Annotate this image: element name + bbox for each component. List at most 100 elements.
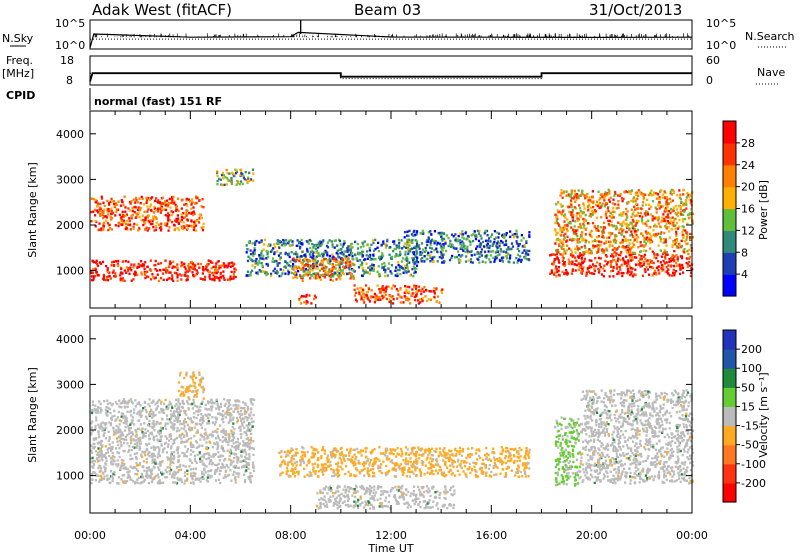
heat-cell bbox=[261, 257, 264, 260]
heat-cell bbox=[419, 289, 423, 292]
heat-cell bbox=[645, 249, 648, 253]
heat-cell bbox=[134, 273, 137, 276]
heat-cell bbox=[302, 260, 306, 263]
heat-cell bbox=[186, 448, 189, 451]
heat-cell bbox=[413, 246, 416, 250]
heat-cell bbox=[626, 268, 630, 271]
heat-cell bbox=[474, 237, 478, 241]
heat-cell bbox=[230, 413, 233, 417]
heat-cell bbox=[385, 244, 388, 247]
heat-cell bbox=[689, 274, 692, 278]
heat-cell bbox=[578, 266, 581, 269]
heat-cell bbox=[635, 233, 638, 237]
heat-cell bbox=[389, 246, 392, 249]
heat-cell bbox=[508, 256, 512, 260]
heat-cell bbox=[187, 263, 190, 266]
heat-cell bbox=[131, 416, 134, 419]
heat-cell bbox=[110, 418, 113, 421]
heat-cell bbox=[596, 229, 599, 232]
heat-cell bbox=[399, 253, 402, 256]
heat-cell bbox=[151, 273, 154, 276]
heat-cell bbox=[226, 177, 229, 180]
heat-cell bbox=[101, 421, 104, 424]
heat-cell bbox=[185, 204, 189, 207]
heat-cell bbox=[576, 235, 579, 238]
heat-cell bbox=[317, 241, 320, 245]
heat-cell bbox=[149, 219, 153, 222]
heat-cell bbox=[344, 250, 348, 253]
heat-cell bbox=[641, 215, 644, 218]
heat-cell bbox=[665, 195, 668, 199]
heat-cell bbox=[303, 269, 306, 273]
heat-cell bbox=[614, 227, 617, 231]
heat-cell bbox=[149, 268, 152, 271]
heat-cell bbox=[175, 482, 179, 485]
heat-cell bbox=[439, 250, 442, 254]
heat-cell bbox=[168, 271, 171, 274]
heat-cell bbox=[140, 481, 143, 484]
heat-cell bbox=[689, 236, 692, 239]
heat-cell bbox=[180, 199, 183, 202]
heat-cell bbox=[466, 234, 470, 238]
heat-cell bbox=[676, 257, 679, 261]
heat-cell bbox=[300, 238, 303, 242]
heat-cell bbox=[397, 263, 400, 267]
heat-cell bbox=[334, 264, 338, 267]
heat-cell bbox=[307, 274, 310, 277]
heat-cell bbox=[213, 402, 216, 405]
heat-cell bbox=[349, 260, 352, 263]
heat-cell bbox=[490, 250, 493, 253]
heat-cell bbox=[631, 242, 634, 245]
heat-cell bbox=[580, 226, 583, 230]
heat-cell bbox=[672, 264, 675, 268]
heat-cell bbox=[372, 258, 375, 261]
n-sky-line bbox=[89, 31, 693, 49]
heat-cell bbox=[184, 479, 187, 482]
heat-cell bbox=[412, 257, 415, 260]
heat-cell bbox=[175, 272, 178, 275]
heat-cell bbox=[158, 398, 161, 402]
heat-cell bbox=[593, 238, 596, 242]
heat-cell bbox=[173, 426, 176, 429]
heat-cell bbox=[686, 192, 689, 195]
heat-cell bbox=[160, 443, 163, 446]
heat-cell bbox=[258, 241, 261, 244]
heat-cell bbox=[314, 272, 317, 275]
heat-cell bbox=[237, 466, 241, 470]
heat-cell bbox=[676, 256, 679, 259]
heat-cell bbox=[307, 259, 310, 262]
heat-cell bbox=[144, 406, 147, 409]
heat-cell bbox=[406, 267, 409, 271]
heat-cell bbox=[252, 254, 255, 257]
heat-cell bbox=[611, 202, 614, 205]
heat-cell bbox=[92, 210, 95, 213]
heat-cell bbox=[405, 271, 408, 274]
heat-cell bbox=[570, 189, 573, 192]
heat-cell bbox=[191, 407, 194, 410]
heat-cell bbox=[193, 401, 196, 404]
heat-cell bbox=[156, 269, 159, 272]
heat-cell bbox=[126, 470, 129, 474]
heat-cell bbox=[669, 200, 673, 204]
nave-label: Nave bbox=[757, 66, 785, 79]
heat-cell bbox=[458, 261, 461, 264]
heat-cell bbox=[189, 417, 193, 420]
heat-cell bbox=[398, 266, 401, 269]
heat-cell bbox=[163, 222, 166, 225]
heat-cell bbox=[626, 248, 629, 251]
heat-cell bbox=[267, 251, 270, 254]
heat-cell bbox=[169, 262, 172, 265]
heat-cell bbox=[189, 472, 193, 475]
heat-cell bbox=[341, 269, 344, 272]
heat-cell bbox=[633, 228, 636, 231]
heat-cell bbox=[672, 256, 675, 260]
heat-cell bbox=[685, 203, 688, 206]
heat-cell bbox=[627, 223, 630, 227]
heat-cell bbox=[524, 253, 527, 256]
heat-cell bbox=[576, 238, 580, 241]
heat-cell bbox=[262, 248, 265, 251]
heat-cell bbox=[113, 275, 116, 278]
heat-cell bbox=[315, 255, 318, 258]
heat-cell bbox=[592, 246, 595, 249]
heat-cell bbox=[275, 259, 278, 263]
